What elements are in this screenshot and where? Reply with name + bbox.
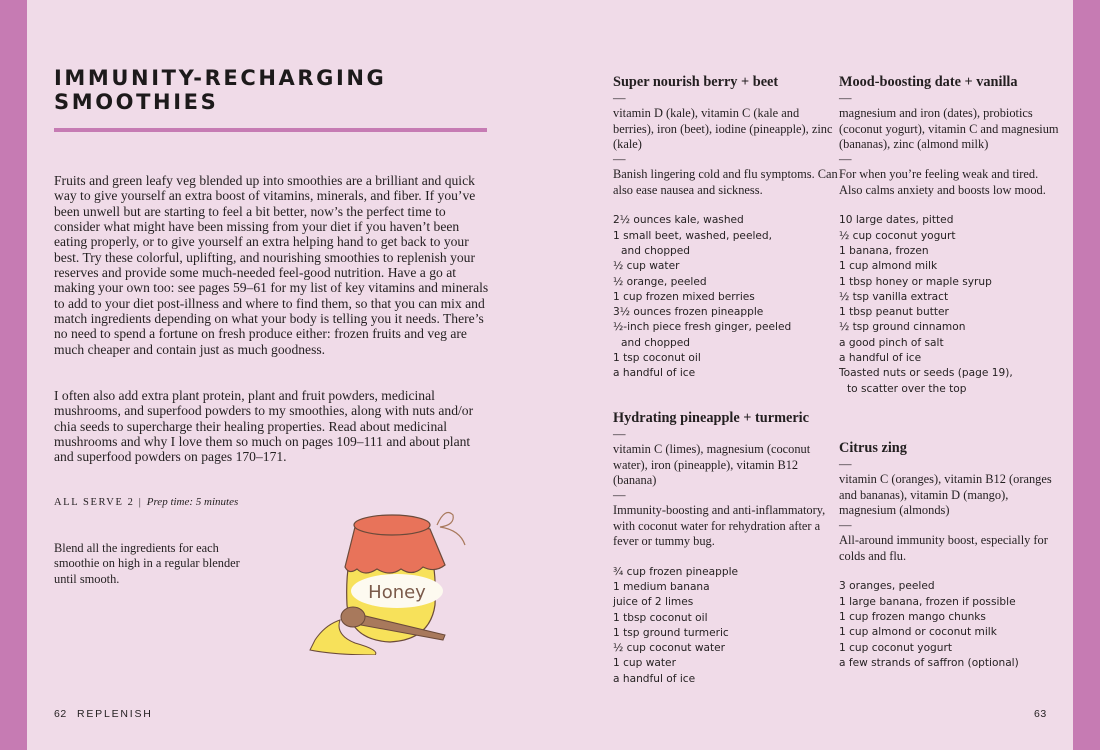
page-number: 62 xyxy=(54,708,67,720)
ingredient-list: ¾ cup frozen pineapple 1 medium banana jui… xyxy=(613,565,838,687)
ingredient: ¾ cup frozen pineapple xyxy=(613,565,739,578)
ingredient: ½ orange, peeled xyxy=(613,275,707,288)
ingredient: 1 large banana, frozen if possible xyxy=(839,595,1016,608)
dash-divider: — xyxy=(613,488,626,503)
dash-divider: — xyxy=(613,427,626,441)
serving-info: ALL SERVE 2 | Prep time: 5 minutes xyxy=(54,496,238,508)
ingredient: 1 small beet, washed, peeled, xyxy=(613,229,773,242)
dipper-head xyxy=(340,606,366,628)
recipe-title: Hydrating pineapple + turmeric xyxy=(613,410,809,426)
jar-label xyxy=(351,574,443,608)
ingredient: 2½ ounces kale, washed xyxy=(613,214,744,227)
dash-divider: — xyxy=(839,152,852,167)
ingredient: ½ tsp ground cinnamon xyxy=(839,321,966,334)
recipe-nutrients: vitamin C (oranges), vitamin B12 (orange… xyxy=(839,472,1052,517)
ingredient: ½ cup coconut yogurt xyxy=(839,229,956,242)
ingredient: 1 cup almond milk xyxy=(839,260,938,273)
recipe-description: For when you’re feeling weak and tired. … xyxy=(839,167,1046,197)
ingredient: ½-inch piece fresh ginger, peeled xyxy=(613,321,792,334)
recipe-nutrients: vitamin D (kale), vitamin C (kale and be… xyxy=(613,106,833,151)
left-folio: 62 REPLENISH xyxy=(54,708,153,720)
ingredient: Toasted nuts or seeds (page 19), xyxy=(839,367,1013,380)
recipe-1: Hydrating pineapple + turmeric — vitamin C… xyxy=(613,410,838,687)
serves: ALL SERVE 2 xyxy=(54,497,135,508)
recipe-2: Mood-boosting date + vanilla — magnesium a… xyxy=(839,74,1064,397)
ingredient: and chopped xyxy=(621,336,691,349)
dash-divider: — xyxy=(839,91,852,105)
ingredient: 1 tbsp peanut butter xyxy=(839,306,949,319)
ingredient: 1 cup water xyxy=(613,657,676,670)
bow-icon xyxy=(436,512,466,546)
dash-divider: — xyxy=(839,518,852,533)
ingredient: a handful of ice xyxy=(613,672,696,685)
recipe-title: Mood-boosting date + vanilla xyxy=(839,74,1018,90)
ingredient: 1 medium banana xyxy=(613,580,710,593)
ingredient: 1 tsp coconut oil xyxy=(613,352,701,365)
ingredient: a few strands of saffron (optional) xyxy=(839,656,1019,669)
recipe-nutrients: vitamin C (limes), magnesium (coconut wa… xyxy=(613,442,811,487)
ingredient: 1 cup frozen mango chunks xyxy=(839,610,986,623)
intro-paragraph-2: I often also add extra plant protein, pl… xyxy=(54,388,474,465)
separator: | xyxy=(138,497,143,508)
ingredient: ½ tsp vanilla extract xyxy=(839,290,949,303)
intro-paragraph-1: Fruits and green leafy veg blended up in… xyxy=(54,173,489,357)
ingredient: 1 cup frozen mixed berries xyxy=(613,290,755,303)
ingredient: 1 banana, frozen xyxy=(839,244,929,257)
honey-drip xyxy=(309,619,377,655)
page-title: IMMUNITY-RECHARGING SMOOTHIES xyxy=(54,66,387,114)
jar-lid-top xyxy=(353,514,431,536)
ingredient-list: 2½ ounces kale, washed 1 small beet, wash… xyxy=(613,213,838,381)
left-edge-bar xyxy=(0,0,27,750)
recipe-title: Super nourish berry + beet xyxy=(613,74,779,90)
ingredient: 10 large dates, pitted xyxy=(839,214,954,227)
recipe-0: Super nourish berry + beet — vitamin D (ka… xyxy=(613,74,838,382)
ingredient: ½ cup water xyxy=(613,260,680,273)
recipe-description: Immunity-boosting and anti-inflammatory,… xyxy=(613,503,826,549)
ingredient: juice of 2 limes xyxy=(613,596,694,609)
ingredient: 1 tbsp honey or maple syrup xyxy=(839,275,992,288)
jar-lid-cloth xyxy=(344,521,446,574)
recipe-description: All-around immunity boost, especially fo… xyxy=(839,533,1048,563)
ingredient-list: 3 oranges, peeled 1 large banana, frozen … xyxy=(839,579,1064,671)
method-text: Blend all the ingredients for each smoot… xyxy=(54,541,240,586)
ingredient: and chopped xyxy=(621,244,691,257)
ingredient: to scatter over the top xyxy=(847,382,967,395)
ingredient-list: 10 large dates, pitted ½ cup coconut yogu… xyxy=(839,213,1064,397)
ingredient: a handful of ice xyxy=(839,352,922,365)
ingredient: 1 cup almond or coconut milk xyxy=(839,626,997,639)
recipe-description: Banish lingering cold and flu symptoms. … xyxy=(613,167,838,197)
section-name: REPLENISH xyxy=(76,708,153,720)
title-rule xyxy=(54,128,487,132)
recipe-3: Citrus zing — vitamin C (oranges), vitamin… xyxy=(839,440,1064,671)
right-page-number: 63 xyxy=(1034,708,1047,720)
ingredient: 1 cup coconut yogurt xyxy=(839,641,952,654)
honey-jar-illustration: Honey xyxy=(309,512,466,655)
right-edge-bar xyxy=(1073,0,1100,750)
ingredient: 1 tbsp coconut oil xyxy=(613,611,708,624)
dash-divider: — xyxy=(613,152,626,167)
ingredient: 1 tsp ground turmeric xyxy=(613,626,729,639)
jar-label-text: Honey xyxy=(368,582,426,603)
ingredient: ½ cup coconut water xyxy=(613,642,726,655)
ingredient: a handful of ice xyxy=(613,367,696,380)
ingredient: a good pinch of salt xyxy=(839,336,944,349)
ingredient: 3 oranges, peeled xyxy=(839,580,935,593)
ingredient: 3½ ounces frozen pineapple xyxy=(613,306,764,319)
dash-divider: — xyxy=(613,91,626,105)
recipe-nutrients: magnesium and iron (dates), probiotics (… xyxy=(839,106,1059,151)
dash-divider: — xyxy=(839,457,852,471)
prep-time: Prep time: 5 minutes xyxy=(146,496,239,508)
recipe-title: Citrus zing xyxy=(839,440,907,456)
